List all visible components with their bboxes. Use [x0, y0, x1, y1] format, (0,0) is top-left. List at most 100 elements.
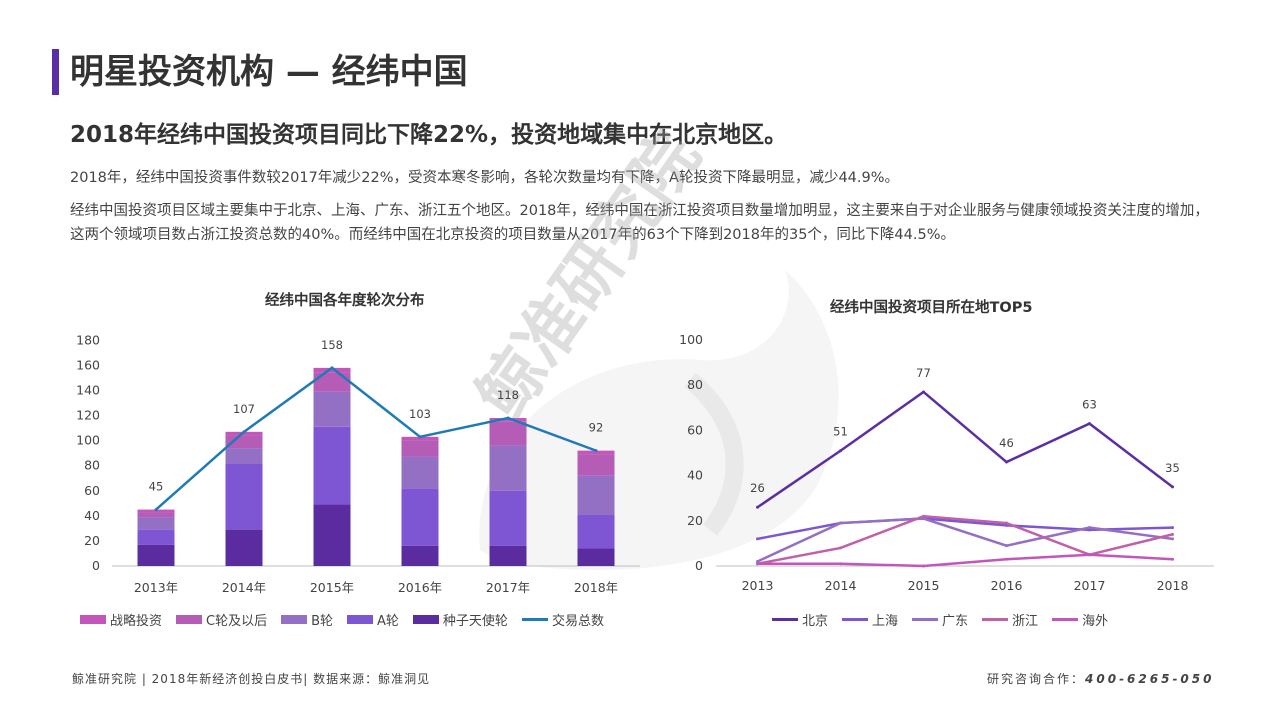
y-tick-label: 100	[76, 433, 100, 448]
bar-segment	[577, 454, 615, 476]
legend-item: 交易总数	[521, 610, 604, 629]
series-line	[757, 553, 1173, 568]
legend-item: 种子天使轮	[412, 610, 508, 629]
data-label: 92	[589, 421, 604, 435]
x-tick-label: 2018年	[574, 580, 618, 595]
data-label: 51	[833, 425, 848, 439]
right-chart-legend: 北京 上海 广东 浙江 海外	[772, 610, 1122, 629]
y-tick-label: 20	[84, 533, 100, 548]
legend-swatch	[80, 615, 106, 624]
legend-swatch	[176, 615, 203, 624]
x-tick-label: 2015年	[310, 580, 354, 595]
footer-phone: 400-6265-050	[1085, 672, 1215, 686]
legend-item: C轮及以后	[176, 610, 267, 629]
bar-segment	[137, 529, 175, 545]
title-accent-bar	[52, 49, 59, 95]
y-tick-label: 160	[76, 357, 100, 372]
series-point	[1171, 485, 1174, 489]
total-line	[155, 366, 597, 511]
bar-segment	[225, 463, 263, 530]
legend-item: 战略投资	[80, 610, 162, 629]
bar-segment	[137, 517, 175, 530]
bar-segment	[313, 367, 351, 373]
x-tick-label: 2015	[908, 578, 940, 593]
y-tick-label: 180	[76, 332, 100, 347]
summary-paragraph-2: 经纬中国投资项目区域主要集中于北京、上海、广东、浙江五个地区。2018年，经纬中…	[70, 203, 1209, 243]
left-chart-legend: 战略投资 C轮及以后 B轮 A轮 种子天使轮 交易总数	[80, 610, 618, 629]
series-point	[1005, 544, 1008, 548]
x-tick-label: 2013	[742, 578, 774, 593]
series-point	[922, 390, 925, 394]
series-point	[922, 564, 925, 568]
total-point	[242, 430, 246, 434]
bar-segment	[225, 431, 263, 436]
series-point	[1088, 422, 1091, 426]
data-label: 118	[497, 388, 519, 402]
total-point	[330, 366, 334, 370]
legend-item: B轮	[281, 610, 333, 629]
legend-label: 浙江	[1012, 614, 1039, 629]
data-label: 46	[999, 436, 1014, 450]
data-label: 103	[409, 407, 431, 421]
series-point	[839, 449, 842, 453]
x-tick-label: 2013年	[134, 580, 178, 595]
bar-segment	[401, 440, 439, 457]
y-tick-label: 0	[695, 558, 703, 573]
data-label: 35	[1165, 461, 1180, 475]
bar-segment	[137, 512, 175, 518]
series-line	[756, 390, 1174, 509]
legend-line-swatch	[772, 618, 798, 621]
bar-segment	[577, 514, 615, 549]
series-point	[1005, 557, 1008, 561]
page-title: 明星投资机构 — 经纬中国	[70, 52, 468, 92]
bar-segment	[577, 450, 615, 455]
legend-label: A轮	[377, 614, 399, 629]
series-point	[1005, 521, 1008, 525]
x-tick-label: 2017年	[486, 580, 530, 595]
x-tick-label: 2018	[1157, 578, 1189, 593]
series-point	[839, 562, 842, 566]
series-point	[756, 559, 759, 563]
legend-item: 浙江	[982, 610, 1038, 629]
legend-label: 北京	[802, 614, 829, 629]
data-label: 45	[149, 480, 164, 494]
bar-segment	[225, 529, 263, 566]
series-point	[1171, 557, 1174, 561]
series-point	[1171, 526, 1174, 530]
legend-label: 广东	[942, 614, 969, 629]
series-point	[922, 514, 925, 518]
data-label: 158	[321, 338, 343, 352]
series-point	[1088, 553, 1091, 557]
y-tick-label: 100	[679, 332, 703, 347]
left-chart-title: 经纬中国各年度轮次分布	[265, 293, 425, 309]
bar-segment	[489, 421, 527, 446]
summary-paragraph-1: 2018年，经纬中国投资事件数较2017年减少22%，受资本寒冬影响，各轮次数量…	[70, 170, 900, 186]
y-tick-label: 140	[76, 382, 100, 397]
bar-segment	[489, 418, 527, 422]
bar-segment	[401, 436, 439, 441]
bar-segment	[225, 448, 263, 464]
legend-label: B轮	[311, 614, 334, 629]
x-tick-label: 2017	[1074, 578, 1106, 593]
total-point	[154, 508, 158, 512]
y-tick-label: 20	[687, 513, 703, 528]
series-point	[1171, 532, 1174, 536]
data-label: 107	[233, 402, 255, 416]
legend-line-swatch	[842, 618, 869, 621]
series-point	[756, 562, 759, 566]
legend-label: 海外	[1082, 614, 1109, 629]
series-point	[1088, 526, 1091, 530]
legend-line-swatch	[521, 618, 548, 621]
series-point	[756, 537, 759, 541]
footer-contact: 研究咨询合作：400-6265-050	[987, 670, 1214, 687]
bar-segment	[577, 548, 615, 566]
bar-segment	[313, 372, 351, 392]
y-tick-label: 0	[92, 558, 100, 573]
series-line	[757, 517, 1173, 541]
series-point	[839, 521, 842, 525]
bar-segment	[401, 545, 439, 566]
legend-item: 海外	[1052, 610, 1108, 629]
y-tick-label: 60	[687, 422, 703, 437]
